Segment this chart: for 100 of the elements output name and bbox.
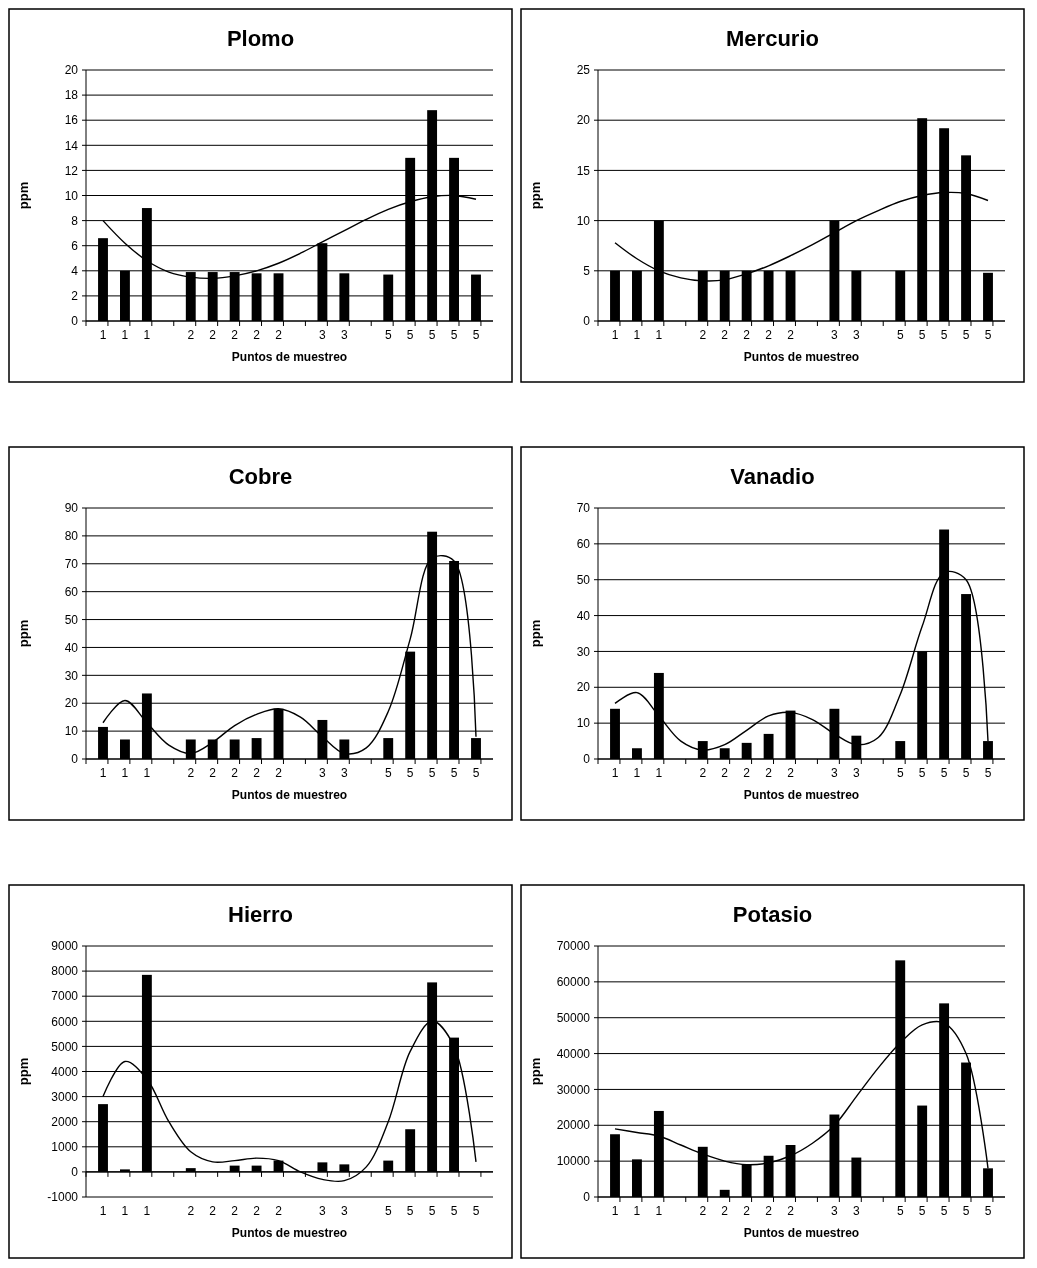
y-tick-label: 60000 — [556, 975, 591, 990]
y-tick-label: 12 — [64, 163, 79, 178]
y-axis-title: ppm — [16, 1057, 31, 1086]
x-tick-label: 5 — [472, 766, 480, 780]
x-tick-label: 2 — [253, 328, 261, 342]
y-tick-label: 40 — [576, 608, 591, 623]
x-tick-label: 3 — [853, 1204, 861, 1218]
x-tick-label: 2 — [253, 1204, 261, 1218]
y-tick-label: 6 — [71, 238, 79, 253]
y-tick-label: 1000 — [51, 1140, 79, 1154]
x-tick-label: 1 — [655, 766, 663, 780]
y-tick-label: 60 — [576, 537, 591, 552]
x-tick-label: 1 — [143, 766, 151, 780]
x-tick-label: 5 — [984, 328, 992, 342]
x-tick-label: 2 — [275, 1204, 283, 1218]
x-tick-label: 1 — [121, 1204, 129, 1218]
x-axis-title: Puntos de muestreo — [231, 350, 348, 364]
x-tick-label: 5 — [406, 766, 414, 780]
x-tick-label: 2 — [209, 766, 217, 780]
y-tick-label: 0 — [583, 1190, 591, 1205]
y-tick-label: 0 — [583, 752, 591, 767]
x-tick-label: 5 — [896, 328, 904, 342]
x-tick-label: 5 — [918, 328, 926, 342]
x-tick-label: 2 — [209, 1204, 217, 1218]
x-tick-label: 1 — [121, 328, 129, 342]
y-tick-label: 10 — [64, 188, 79, 203]
y-tick-label: 50 — [576, 572, 591, 587]
x-tick-label: 5 — [918, 766, 926, 780]
x-tick-label: 5 — [384, 1204, 392, 1218]
chart-title: Mercurio — [726, 26, 819, 51]
y-tick-label: 0 — [71, 1165, 79, 1180]
y-tick-label: 25 — [576, 63, 591, 78]
x-tick-label: 5 — [450, 1204, 458, 1218]
x-axis-title: Puntos de muestreo — [231, 788, 348, 802]
x-tick-label: 2 — [743, 1204, 751, 1218]
y-tick-label: 9000 — [51, 939, 79, 954]
x-tick-label: 2 — [721, 328, 729, 342]
x-tick-label: 2 — [721, 766, 729, 780]
x-tick-label: 1 — [611, 1204, 619, 1218]
x-tick-label: 5 — [428, 328, 436, 342]
x-tick-label: 1 — [655, 328, 663, 342]
x-tick-label: 2 — [699, 328, 707, 342]
y-tick-label: 10000 — [556, 1154, 591, 1169]
y-axis-title: ppm — [16, 619, 31, 648]
y-axis-title: ppm — [528, 1057, 543, 1086]
y-tick-label: 14 — [64, 138, 79, 153]
y-tick-label: 5 — [583, 264, 591, 278]
y-tick-label: 18 — [64, 88, 79, 103]
y-tick-label: 30000 — [556, 1082, 591, 1097]
y-tick-label: 80 — [64, 529, 79, 544]
x-tick-label: 2 — [187, 328, 195, 342]
y-tick-label: 15 — [576, 163, 591, 178]
y-tick-label: 30 — [64, 668, 79, 683]
x-tick-label: 5 — [472, 328, 480, 342]
x-tick-label: 2 — [231, 766, 239, 780]
chart-title: Hierro — [228, 902, 293, 927]
x-tick-label: 1 — [143, 1204, 151, 1218]
chart-title: Cobre — [228, 464, 293, 489]
y-tick-label: 50 — [64, 612, 79, 627]
x-tick-label: 5 — [472, 1204, 480, 1218]
x-tick-label: 5 — [428, 1204, 436, 1218]
x-tick-label: 5 — [962, 1204, 970, 1218]
x-tick-label: 1 — [121, 766, 129, 780]
x-tick-label: 1 — [611, 766, 619, 780]
x-tick-label: 3 — [853, 766, 861, 780]
x-tick-label: 3 — [319, 328, 327, 342]
x-tick-label: 3 — [341, 328, 349, 342]
x-tick-label: 1 — [633, 328, 641, 342]
x-tick-label: 2 — [743, 766, 751, 780]
y-tick-label: 2 — [71, 289, 79, 304]
x-tick-label: 3 — [341, 766, 349, 780]
x-tick-label: 5 — [896, 1204, 904, 1218]
x-tick-label: 3 — [319, 1204, 327, 1218]
x-tick-label: 2 — [743, 328, 751, 342]
x-tick-label: 2 — [765, 766, 773, 780]
x-axis-title: Puntos de muestreo — [743, 788, 860, 802]
x-tick-label: 5 — [940, 328, 948, 342]
x-tick-label: 3 — [831, 766, 839, 780]
x-tick-label: 5 — [984, 1204, 992, 1218]
y-tick-label: 0 — [71, 314, 79, 329]
x-tick-label: 5 — [962, 766, 970, 780]
x-tick-label: 1 — [633, 1204, 641, 1218]
x-tick-label: 1 — [99, 766, 107, 780]
y-tick-label: 16 — [64, 113, 79, 128]
y-axis-title: ppm — [528, 181, 543, 210]
x-tick-label: 3 — [853, 328, 861, 342]
x-tick-label: 2 — [699, 766, 707, 780]
y-tick-label: 4 — [71, 264, 79, 278]
x-tick-label: 2 — [721, 1204, 729, 1218]
y-tick-label: 4000 — [51, 1064, 79, 1079]
x-tick-label: 2 — [787, 1204, 795, 1218]
y-tick-label: 40 — [64, 640, 79, 655]
x-tick-label: 5 — [962, 328, 970, 342]
y-tick-label: 50000 — [556, 1010, 591, 1025]
y-tick-label: 20000 — [556, 1118, 591, 1133]
x-tick-label: 3 — [831, 328, 839, 342]
x-tick-label: 5 — [384, 766, 392, 780]
x-tick-label: 5 — [384, 328, 392, 342]
x-tick-label: 3 — [831, 1204, 839, 1218]
y-tick-label: 10 — [64, 724, 79, 739]
